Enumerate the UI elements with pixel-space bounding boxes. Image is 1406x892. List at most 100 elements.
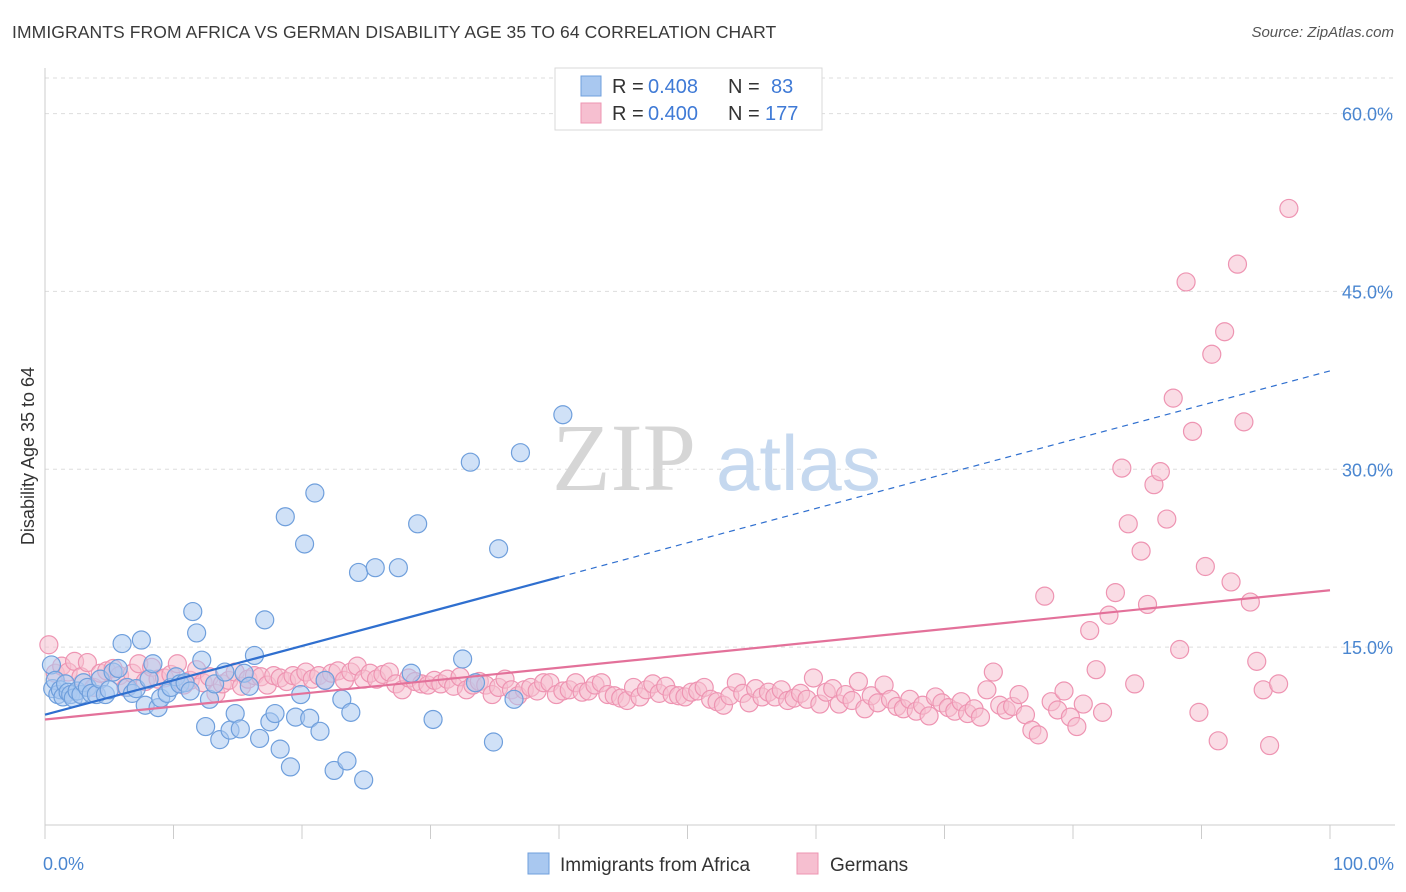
legend-swatch-germans [580,102,602,124]
africa-point [553,405,573,425]
africa-point [460,452,480,472]
y-tick-label: 30.0% [1342,460,1393,480]
germans-point [1240,592,1260,612]
germans-point [1092,702,1113,722]
africa-trend-line [44,576,560,716]
germans-point [1202,344,1222,364]
africa-point [183,601,203,622]
africa-point [315,670,335,690]
africa-point [196,716,216,737]
germans-point [919,706,939,726]
germans-point [848,671,869,692]
bottom-legend: Immigrants from Africa Germans [527,852,908,876]
y-tick-labels: 15.0% 30.0% 45.0% 60.0% [1342,105,1393,659]
germans-point [1157,509,1177,529]
africa-point [510,443,531,463]
germans-point [1221,572,1241,592]
germans-point [1234,412,1254,432]
africa-point [244,645,265,666]
africa-point [354,770,374,790]
y-tick-label: 60.0% [1342,105,1393,125]
bottom-legend-swatch-africa [527,852,550,875]
germans-point [1125,674,1145,694]
grid [45,77,1395,648]
germans-point [1099,605,1119,625]
germans-point [1170,639,1190,660]
legend-n-value: 83 [771,76,793,98]
trend-lines [44,370,1331,721]
africa-point [324,760,344,781]
y-tick-label: 15.0% [1342,638,1393,658]
germans-point [1268,674,1289,694]
germans-point [977,680,997,700]
africa-point [255,610,275,630]
africa-point [453,649,473,669]
bottom-legend-swatch-germans [796,852,819,875]
legend-n-value: 177 [765,103,798,125]
germans-point [1080,620,1100,641]
africa-points [41,405,573,790]
germans-point [1182,421,1203,441]
y-axis-label: Disability Age 35 to 64 [18,367,38,545]
germans-point [983,662,1003,682]
africa-point [108,658,128,679]
africa-point [275,507,295,527]
germans-point [1163,388,1183,408]
germans-point [1227,254,1248,274]
germans-point [1176,272,1196,292]
germans-point [1028,725,1048,745]
germans-point [1215,322,1235,342]
legend-r-value: 0.400 [648,103,698,125]
africa-point [423,709,443,730]
africa-point [305,483,325,503]
watermark-zip: ZIP [552,404,696,511]
germans-point [1208,731,1228,751]
germans-point [1112,458,1132,478]
africa-point [294,534,315,554]
germans-trend-line [44,589,1331,721]
africa-point [239,676,259,696]
africa-point [265,703,285,724]
germans-point [1260,735,1280,756]
africa-point [300,708,320,728]
africa-point [388,558,408,578]
y-tick-label: 45.0% [1342,282,1393,302]
legend-r-value: 0.408 [648,76,698,98]
africa-point [465,673,486,693]
germans-point [1009,684,1029,705]
africa-point [483,732,504,752]
source-label: Source: ZipAtlas.com [1251,24,1394,41]
germans-point [1137,594,1158,615]
africa-point [504,689,524,709]
germans-point [970,707,991,727]
germans-point [1189,702,1209,722]
germans-point [1131,541,1151,561]
germans-point [1067,716,1087,737]
africa-point [348,562,369,583]
legend-n-label: N = [728,76,760,98]
germans-point [1195,556,1215,577]
africa-point [131,630,151,650]
africa-point [230,719,250,739]
africa-point [337,751,357,771]
africa-point [365,558,385,578]
africa-point [192,650,212,670]
africa-point [310,721,330,741]
germans-point [1118,514,1138,534]
africa-trend-extension [558,370,1331,578]
germans-point [803,668,824,688]
africa-point [143,654,163,674]
chart-title: IMMIGRANTS FROM AFRICA VS GERMAN DISABIL… [12,22,777,42]
bottom-legend-germans: Germans [830,855,908,876]
africa-point [180,681,200,701]
africa-point [280,757,301,777]
africa-point [249,728,270,749]
germans-point [1054,681,1074,701]
bottom-legend-africa: Immigrants from Africa [560,855,750,876]
germans-point [1035,586,1055,606]
legend: R = 0.408 N = 83 R = 0.400 N = 177 [554,67,823,131]
x-tick-label: 100.0% [1333,854,1394,874]
watermark-atlas: atlas [716,419,881,507]
germans-point [1150,462,1170,482]
